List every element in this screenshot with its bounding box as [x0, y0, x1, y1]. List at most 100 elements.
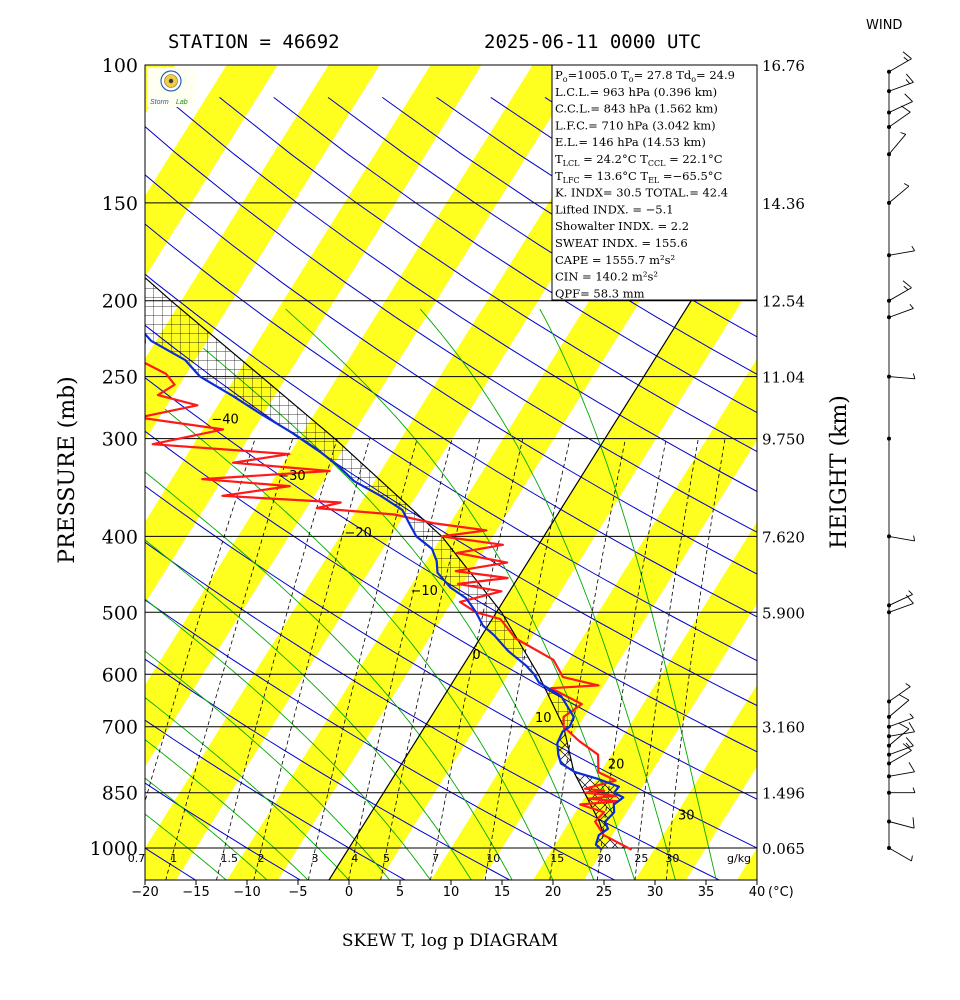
mixing-ratio-line	[253, 438, 371, 880]
dry-adiabat	[145, 541, 721, 880]
height-label: 14.36	[762, 195, 805, 213]
height-label: 3.160	[762, 719, 805, 737]
isotherm-label: 10	[535, 711, 552, 726]
wind-barb-flag	[908, 590, 913, 595]
datetime-title: 2025-06-11 0000 UTC	[484, 31, 701, 53]
wind-barb-shaft	[888, 594, 913, 606]
wind-barb-flag	[900, 105, 911, 113]
height-label: 11.04	[762, 369, 805, 387]
wind-barb-flag	[905, 737, 914, 747]
info-segment: C.C.L.= 843 hPa (1.562 km)	[555, 102, 718, 116]
wind-barb-flag	[903, 56, 909, 62]
info-segment: Lifted INDX. = −5.1	[555, 202, 674, 216]
info-segment: = 24.9	[696, 68, 735, 82]
moist-adiabat	[145, 777, 268, 880]
dry-adiabat	[145, 719, 407, 880]
wind-barb-shaft	[888, 745, 914, 756]
x-tick-label: 5	[396, 885, 404, 900]
info-segment: QPF= 58.3 mm	[555, 286, 645, 300]
info-subscript: LCL	[563, 159, 580, 168]
profile-lines	[145, 276, 633, 851]
x-tick-label: 40	[749, 885, 766, 900]
info-segment: = 22.1°C	[665, 152, 722, 166]
dry-adiabat	[219, 97, 757, 453]
mixing-ratio-line	[165, 438, 294, 880]
wind-barb-flag	[905, 79, 911, 84]
info-line: E.L.= 146 hPa (14.53 km)	[555, 135, 706, 149]
dry-adiabat	[145, 658, 511, 880]
wind-barb-shaft	[888, 376, 915, 380]
dry-adiabat	[145, 377, 757, 753]
x-tick-label: −5	[288, 885, 307, 900]
mixing-ratio-label: 0.7	[128, 852, 146, 865]
moist-adiabat	[145, 738, 309, 880]
pressure-label: 400	[102, 526, 138, 548]
info-subscript: o	[629, 75, 634, 84]
mixing-ratio-label: 15	[550, 852, 564, 865]
dry-adiabat	[145, 782, 302, 880]
wind-barb-shaft	[888, 821, 915, 829]
info-segment: = 13.6°C T	[580, 169, 649, 183]
info-line: QPF= 58.3 mm	[555, 286, 645, 300]
mixing-ratio-label: 7	[432, 852, 439, 865]
mixing-ratio-label: 10	[486, 852, 500, 865]
moist-adiabat	[164, 408, 554, 880]
wind-barb-shaft	[888, 134, 907, 155]
wind-barb-shaft	[888, 307, 914, 318]
wind-barb-flag	[903, 285, 909, 291]
y2-axis-title: HEIGHT (km)	[827, 395, 852, 549]
wind-barb-shaft	[888, 81, 914, 92]
info-line: L.C.L.= 963 hPa (0.396 km)	[555, 85, 717, 99]
mixing-ratio-label: 1.5	[221, 852, 239, 865]
dry-adiabat	[164, 97, 757, 493]
isotherm-label: 20	[608, 758, 625, 773]
station-title: STATION = 46692	[168, 31, 340, 53]
info-segment: CAPE = 1555.7 m²s²	[555, 253, 675, 267]
wind-barb-shaft	[888, 101, 913, 113]
dry-adiabat	[145, 485, 757, 849]
wind-barb-shaft	[888, 847, 912, 862]
wind-barb-flag	[912, 373, 916, 379]
wind-barb-flag	[902, 51, 912, 60]
wind-barb-flag	[902, 280, 912, 289]
dry-adiabat	[0, 97, 8, 895]
info-segment: SWEAT INDX. = 155.6	[555, 236, 688, 250]
info-segment: = 27.8 Td	[634, 68, 692, 82]
wind-barb-shaft	[888, 771, 915, 777]
height-label: 12.54	[762, 293, 805, 311]
x-tick-label: 30	[647, 885, 664, 900]
wind-barb-shaft	[888, 185, 910, 204]
moist-adiabat	[539, 308, 717, 880]
temperature-line	[145, 328, 633, 851]
isotherm-band	[145, 65, 482, 604]
wind-barb-shaft	[888, 699, 910, 718]
pressure-label: 250	[102, 367, 138, 389]
x-tick-label: −15	[182, 885, 209, 900]
wind-header: WIND	[866, 18, 902, 33]
height-label: 16.76	[762, 57, 805, 75]
mixing-ratio-unit: g/kg	[727, 852, 751, 865]
wind-barb-flag	[908, 762, 915, 773]
pressure-label: 150	[102, 193, 138, 215]
info-segment: T	[555, 152, 563, 166]
x-tick-label: 25	[596, 885, 613, 900]
wind-barb-flag	[905, 742, 911, 748]
x-tick-label: −10	[233, 885, 260, 900]
x-tick-label: 10	[443, 885, 460, 900]
moist-adiabat	[145, 539, 472, 880]
x-tick-label: 20	[545, 885, 562, 900]
isotherm-band	[736, 848, 757, 880]
isotherm-label: −40	[211, 413, 238, 428]
height-label: 7.620	[762, 528, 805, 546]
x-tick-label: 35	[698, 885, 715, 900]
wind-barb-flag	[905, 73, 914, 83]
moist-adiabat	[145, 598, 431, 880]
height-label: 1.496	[762, 785, 805, 803]
info-line: SWEAT INDX. = 155.6	[555, 236, 688, 250]
isotherm-label: −20	[345, 526, 372, 541]
wind-barb-flag	[902, 743, 912, 751]
wind-barb-flag	[905, 683, 911, 687]
isotherm-label: 30	[678, 808, 695, 823]
info-box-text: Po=1005.0 To= 27.8 Tdo= 24.9 L.C.L.= 963 …	[555, 68, 735, 300]
